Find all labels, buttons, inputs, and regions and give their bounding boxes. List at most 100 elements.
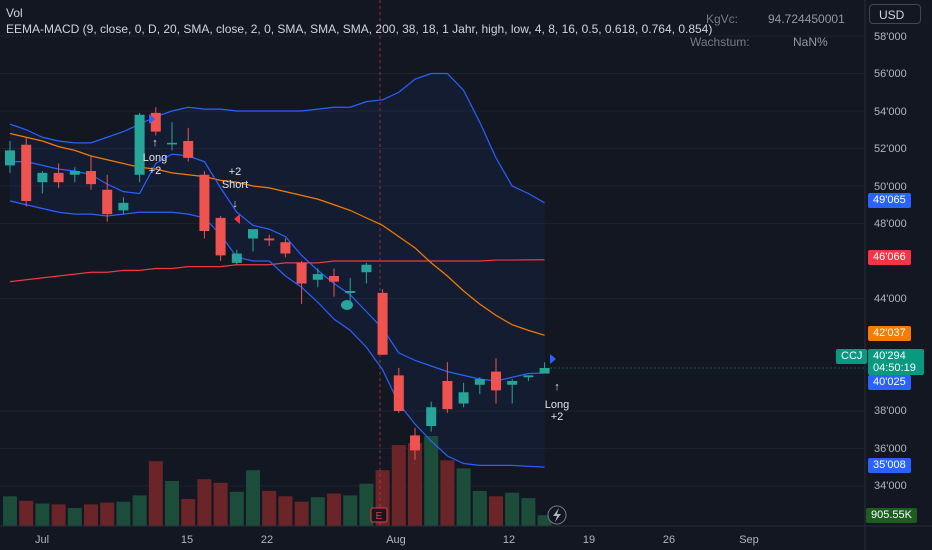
candle-body (21, 144, 32, 201)
volume-bar (229, 491, 244, 526)
candle-body (393, 375, 404, 411)
volume-bar (181, 499, 196, 526)
arrow-up-icon: ↑ (554, 381, 560, 393)
earnings-marker[interactable]: E (370, 507, 388, 523)
volume-bar (197, 479, 212, 526)
volume-bar (67, 508, 82, 526)
candle-body (329, 276, 339, 282)
candle-body (491, 371, 501, 391)
price-tick: 52'000 (874, 143, 907, 155)
candle-body (37, 172, 48, 183)
date-tick: 12 (503, 534, 515, 546)
signal-short-count: +2 (229, 166, 242, 178)
last-price: 40'294 (873, 350, 906, 362)
candle-body (102, 189, 113, 215)
price-tick: 50'000 (874, 181, 907, 193)
volume-bar (391, 445, 406, 526)
legend-volume[interactable]: Vol (6, 6, 23, 20)
candle-body (523, 375, 534, 378)
symbol-badge[interactable]: CCJ (836, 349, 868, 364)
candle-body (167, 142, 177, 145)
middle-band-line (10, 153, 545, 382)
lower-band-line (9, 200, 545, 468)
volume-bar (84, 504, 98, 526)
upper-band-line (9, 72, 545, 204)
signal-long-label: Long (143, 152, 167, 164)
candle-body (231, 253, 242, 263)
date-tick: Sep (739, 534, 759, 546)
price-tick: 44'000 (874, 293, 907, 305)
volume-bar (51, 504, 66, 526)
candle-body (345, 291, 356, 293)
volume-bar (116, 501, 131, 526)
price-tick: 36'000 (874, 443, 907, 455)
date-tick: 19 (583, 534, 595, 546)
candle-body (539, 367, 550, 374)
date-tick: 22 (261, 534, 273, 546)
volume-bar (408, 443, 422, 526)
candle-body (280, 242, 291, 254)
price-axis[interactable]: 58'000 56'000 54'000 52'000 50'000 48'00… (874, 31, 907, 492)
candle-body (458, 392, 469, 404)
date-tick: 26 (663, 534, 675, 546)
volume-bar (472, 490, 487, 526)
lightning-icon[interactable] (547, 505, 567, 525)
candle-body (53, 172, 64, 183)
candle-body (474, 379, 485, 385)
signal-long-label: Long (545, 399, 569, 411)
volume-bar (132, 495, 147, 526)
kgv-label: KgVc: (706, 12, 739, 26)
indicator-lines (9, 72, 545, 468)
volume-bar (262, 490, 277, 526)
price-tick: 54'000 (874, 106, 907, 118)
candle-body (361, 264, 372, 273)
mid-band-badge: 40'025 (868, 375, 911, 390)
price-tick: 34'000 (874, 480, 907, 492)
upper-band-badge: 49'065 (868, 193, 911, 208)
volume-badge: 905.55K (866, 508, 917, 523)
short-marker-icon (234, 214, 240, 224)
candle-body (507, 381, 518, 385)
candle-body (150, 112, 161, 132)
candle-body (118, 202, 129, 211)
price-tick: 38'000 (874, 405, 907, 417)
volume-bar (537, 515, 552, 526)
candle-body (215, 217, 226, 256)
price-tick: 48'000 (874, 218, 907, 230)
volume-bar (310, 497, 325, 526)
last-price-badge: 40'294 04:50:19 (868, 349, 924, 375)
date-tick: Aug (386, 534, 406, 546)
legend-indicator[interactable]: EEMA-MACD (9, close, 0, D, 20, SMA, clos… (6, 22, 713, 36)
volume-bar (440, 460, 455, 526)
volume-bar (424, 436, 439, 526)
ma200-badge: 46'066 (868, 250, 911, 265)
volume-bar (35, 503, 50, 526)
candle-body (134, 114, 145, 175)
price-tick: 58'000 (874, 31, 907, 43)
bar-countdown: 04:50:19 (873, 362, 916, 374)
candle-body (296, 262, 307, 284)
signal-long-count: +2 (551, 411, 564, 423)
volume-bar (165, 481, 179, 526)
volume-bar (148, 461, 163, 526)
time-axis[interactable]: Jul 15 22 Aug 12 19 26 Sep (35, 534, 759, 546)
volume-bar (521, 498, 536, 526)
candle-body (264, 238, 275, 241)
signal-long-count: +2 (149, 165, 162, 177)
ma-orange-line (9, 132, 545, 336)
currency-button[interactable]: USD (869, 4, 921, 24)
candles (5, 107, 865, 460)
volume-bar (359, 483, 374, 526)
volume-bar (213, 482, 228, 526)
candle-body (86, 171, 96, 185)
candle-body (183, 141, 194, 158)
volume-bar (278, 496, 293, 526)
arrow-up-icon: ↑ (152, 137, 158, 149)
volume-bar (327, 493, 341, 526)
volume-bar (505, 492, 520, 526)
kgv-value: 94.724450001 (768, 12, 845, 26)
candle-body (377, 292, 388, 355)
volume-bar (294, 501, 309, 526)
